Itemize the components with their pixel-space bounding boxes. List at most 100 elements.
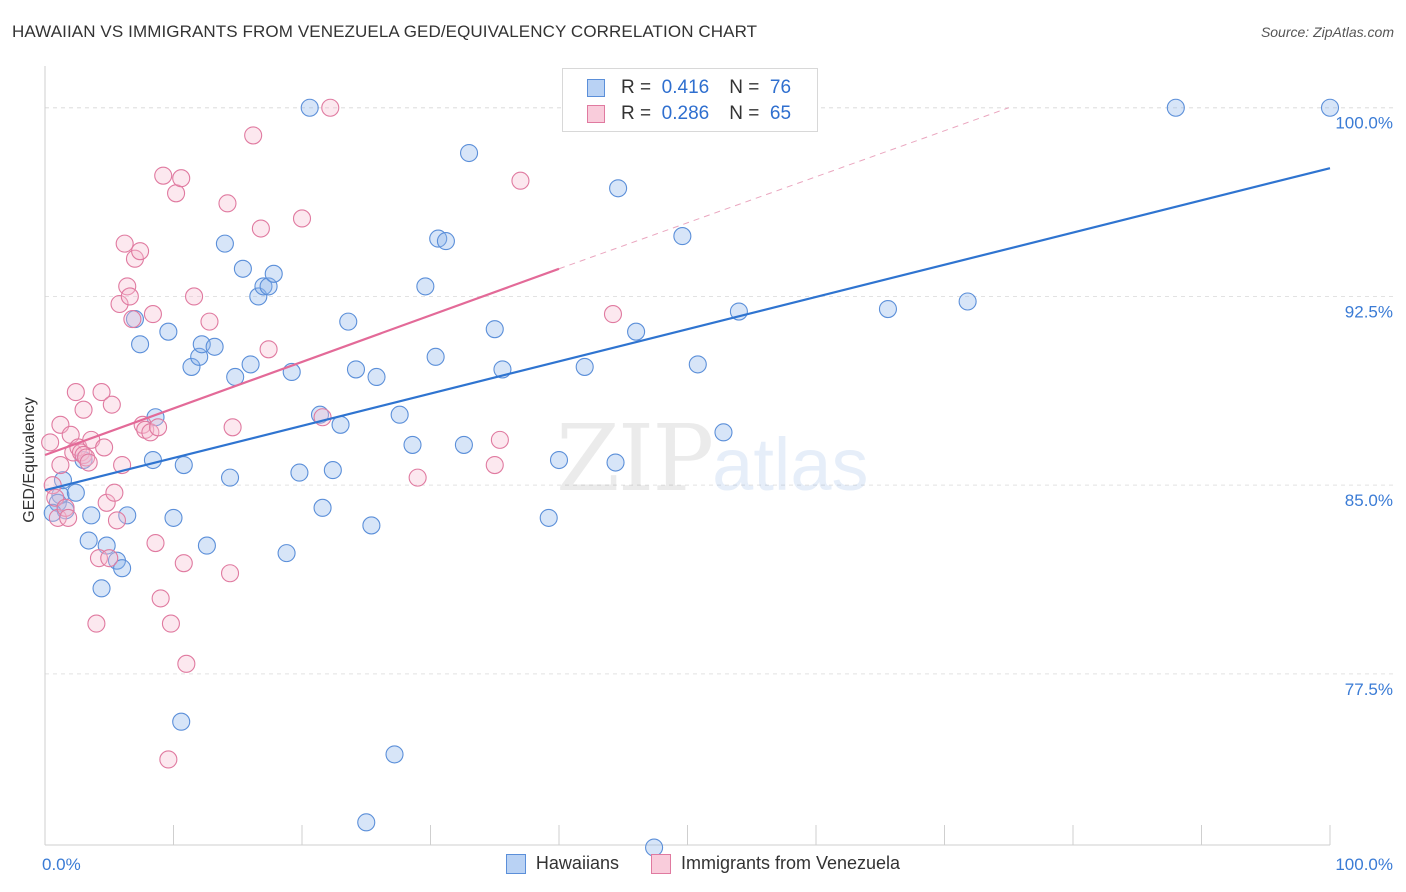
hawaiians-point [131,335,150,354]
venezuela-point [48,508,67,527]
data-points [41,98,1340,857]
hawaiians-point [233,259,252,278]
venezuela-point [87,614,106,633]
hawaiians-point [609,179,628,198]
hawaiians-point [113,559,132,578]
venezuela-point [223,418,242,437]
hawaiians-point [346,360,366,379]
venezuela-point [107,511,127,530]
venezuela-point [95,438,114,457]
hawaiians-point [385,745,404,764]
hawaiians-point [416,277,435,296]
legend-label-hawaiians: Hawaiians [535,853,619,873]
hawaiians-point [688,355,707,374]
gridlines [45,107,1395,675]
venezuela-point [185,287,204,306]
legend-label-venezuela: Immigrants from Venezuela [680,853,901,873]
venezuela-point [259,340,278,359]
hawaiians-point [403,435,422,454]
hawaiians-point [220,468,240,487]
legend-item-venezuela[interactable]: Immigrants from Venezuela [650,853,901,874]
venezuela-point [77,448,96,467]
hawaiians-point [241,355,260,374]
zipatlas-watermark: ZIPatlas [556,405,868,512]
venezuela-point [292,209,312,228]
trend-lines [44,107,1331,492]
watermark-zip: ZIP [556,405,714,512]
y-tick-label: 77.5% [1345,680,1393,699]
hawaiians-point [159,322,178,341]
hawaiians-point [164,508,183,527]
hawaiians-point [277,544,296,563]
hawaiians-point [197,536,216,555]
hawaiians-point [362,516,381,535]
hawaiians-point [143,450,162,470]
series-legend: Hawaiians Immigrants from Venezuela [0,853,1406,874]
correlation-legend: R = 0.416 N = 76 R = 0.286 N = 65 [562,68,818,132]
hawaiians-point [485,320,504,339]
hawaiians-point [118,506,137,525]
venezuela-point [151,589,170,608]
venezuela-point [102,395,121,414]
x-tick-label-max: 100.0% [1335,855,1393,874]
hawaiians-point [878,299,898,319]
venezuela-point [149,418,168,437]
venezuela-point [408,468,427,487]
hawaiians-point [714,423,733,442]
venezuela-point [177,654,196,673]
hawaiians-point [215,234,234,253]
watermark-atlas: atlas [712,423,869,506]
venezuela-point [115,234,134,253]
hawaiians-point [79,531,98,550]
hawaiians-point [82,506,101,525]
legend-n-value: 65 [769,103,792,124]
hawaiians-point [436,232,455,251]
venezuela-point [120,287,139,306]
venezuela-point [172,169,191,188]
venezuela-point [154,166,173,185]
venezuela-point [59,508,78,527]
venezuela-point [92,383,111,402]
y-tick-label: 85.0% [1345,491,1393,510]
venezuela-point [174,554,193,573]
hawaiians-point [66,483,85,502]
hawaiians-point [174,455,193,475]
hawaiians-point [205,337,224,356]
hawaiians-point [290,463,309,482]
hawaiians-point [606,453,625,472]
hawaiians-point [254,277,273,296]
venezuela-point [218,194,237,213]
legend-row-hawaiians: R = 0.416 N = 76 [587,77,791,99]
venezuela-point [251,219,270,238]
hawaiians-trend-line [44,167,1331,492]
venezuela-point [105,483,124,502]
venezuela-point [161,614,180,633]
hawaiians-point [92,579,111,598]
legend-n-label: N = [729,103,760,124]
venezuela-point [66,383,85,402]
venezuela-trend-line [44,267,560,457]
hawaiians-point [539,508,558,527]
legend-swatch-venezuela [587,105,605,123]
hawaiians-point [390,405,409,424]
venezuela-point [485,455,504,475]
y-axis-label: GED/Equivalency [21,397,38,523]
venezuela-point [131,242,150,261]
legend-row-venezuela: R = 0.286 N = 65 [587,103,791,125]
hawaiians-point [1320,98,1340,117]
hawaiians-point [264,264,283,283]
y-tick-label: 100.0% [1335,114,1393,133]
venezuela-point [74,400,93,419]
hawaiians-point [627,322,646,341]
hawaiians-point [300,98,319,117]
venezuela-point [220,564,240,583]
venezuela-point [123,310,142,329]
legend-swatch-venezuela [650,853,671,874]
legend-n-value: 76 [769,77,792,98]
venezuela-point [100,549,119,568]
legend-item-hawaiians[interactable]: Hawaiians [505,853,619,874]
hawaiians-point [182,357,201,376]
legend-swatch-hawaiians [587,79,605,97]
venezuela-point [89,549,109,568]
hawaiians-point [367,367,386,387]
